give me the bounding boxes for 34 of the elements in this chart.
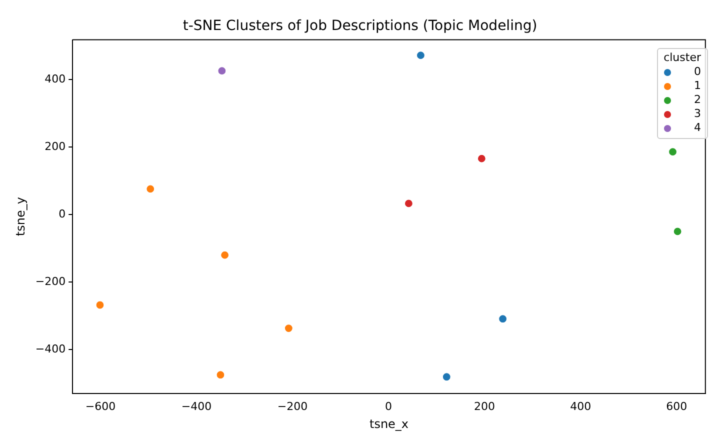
y-tick-label: 200 <box>44 140 66 153</box>
x-tick-label: 400 <box>570 400 592 413</box>
legend-title: cluster <box>664 51 701 64</box>
point <box>96 300 104 310</box>
x-tick-label: 0 <box>385 400 392 413</box>
point <box>404 199 413 208</box>
x-tick-label: −600 <box>85 400 116 413</box>
point <box>498 314 508 324</box>
point <box>220 250 230 260</box>
x-tick-label: −400 <box>181 400 212 413</box>
y-tick-label: 0 <box>58 207 66 220</box>
y-axis-title: tsne_y <box>13 197 28 236</box>
legend-label: 0 <box>694 65 701 79</box>
point <box>477 154 486 163</box>
x-tick-label: 600 <box>666 400 688 413</box>
point <box>284 324 293 333</box>
x-axis-title: tsne_x <box>369 416 409 431</box>
point <box>673 227 682 236</box>
point <box>216 370 225 380</box>
point <box>146 184 155 194</box>
point <box>416 51 425 60</box>
x-tick-label: 200 <box>474 400 496 413</box>
point <box>442 372 451 382</box>
legend-label: 1 <box>694 79 701 93</box>
legend-label: 2 <box>694 93 701 107</box>
chart-title: t-SNE Clusters of Job Descriptions (Topic Modeling) <box>182 18 538 34</box>
x-tick-label: −200 <box>277 400 308 413</box>
y-tick-label: −200 <box>35 274 66 288</box>
legend-label: 3 <box>694 107 701 121</box>
y-tick-label: −400 <box>35 342 66 356</box>
point <box>218 66 226 76</box>
legend-label: 4 <box>694 121 701 135</box>
point <box>668 148 678 156</box>
y-tick-label: 400 <box>44 72 66 86</box>
